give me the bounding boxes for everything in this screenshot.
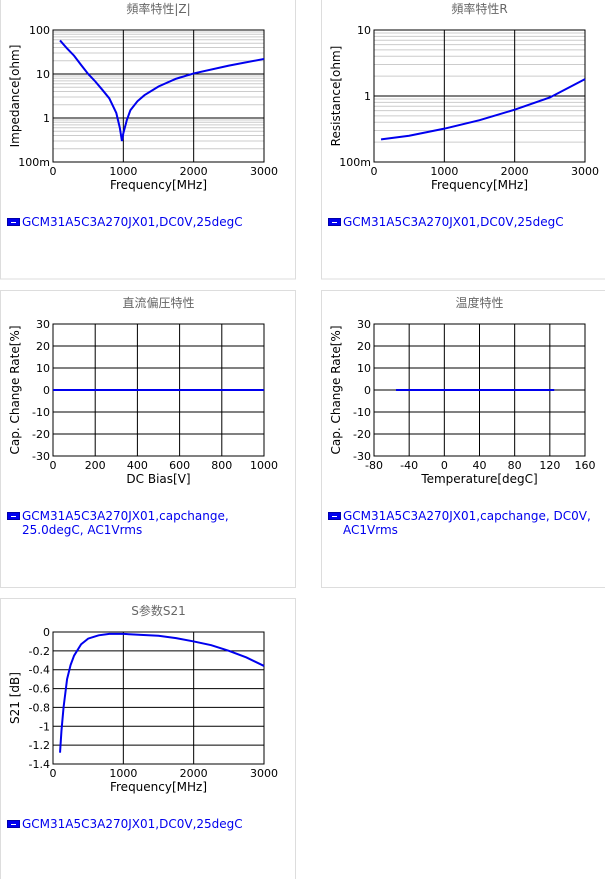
legend-label: GCM31A5C3A270JX01,capchange, 25.0degC, A… (22, 509, 229, 537)
x-tick-label: 600 (169, 459, 190, 472)
y-tick-label: -0.4 (29, 664, 50, 677)
y-tick-label: 20 (357, 340, 371, 353)
y-tick-label: 0 (364, 384, 371, 397)
y-axis-label: Cap. Change Rate[%] (8, 325, 22, 454)
x-tick-label: 800 (211, 459, 232, 472)
legend-icon (7, 218, 20, 226)
y-tick-label: 100 (29, 24, 50, 37)
x-tick-label: 400 (127, 459, 148, 472)
x-tick-label: 80 (508, 459, 522, 472)
series-line (59, 39, 265, 142)
x-tick-label: -80 (365, 459, 383, 472)
legend-item: GCM31A5C3A270JX01,DC0V,25degC (7, 215, 290, 229)
chart-title: 頻率特性R (451, 1, 507, 16)
y-tick-label: -0.8 (29, 701, 50, 714)
y-tick-label: -1.4 (29, 758, 50, 771)
x-tick-label: 0 (50, 767, 57, 780)
x-tick-label: 2000 (180, 165, 208, 178)
series-line (59, 632, 265, 753)
legend-item: GCM31A5C3A270JX01,capchange, 25.0degC, A… (7, 509, 290, 537)
panel (0, 0, 296, 280)
x-axis-label: Temperature[degC] (420, 472, 537, 486)
plot-frame (52, 631, 265, 765)
y-tick-label: -30 (32, 450, 50, 463)
x-tick-label: 0 (441, 459, 448, 472)
y-axis-label: Impedance[ohm] (8, 45, 22, 148)
x-tick-label: 0 (371, 165, 378, 178)
panel (0, 290, 296, 588)
x-tick-label: 3000 (250, 767, 278, 780)
x-tick-label: 3000 (571, 165, 599, 178)
x-tick-label: 2000 (180, 767, 208, 780)
panel (321, 0, 605, 280)
legend-item: GCM31A5C3A270JX01,capchange, DC0V, AC1Vr… (328, 509, 605, 537)
x-tick-label: 120 (539, 459, 560, 472)
y-tick-label: -1 (39, 720, 50, 733)
y-tick-label: 30 (36, 318, 50, 331)
plot-frame (373, 29, 586, 163)
panel (0, 598, 296, 879)
y-tick-label: 20 (36, 340, 50, 353)
x-tick-label: -40 (400, 459, 418, 472)
legend-item: GCM31A5C3A270JX01,DC0V,25degC (328, 215, 605, 229)
x-tick-label: 1000 (109, 165, 137, 178)
x-tick-label: 40 (473, 459, 487, 472)
legend-icon (328, 218, 341, 226)
y-axis-label: Resistance[ohm] (329, 46, 343, 147)
y-tick-label: -30 (353, 450, 371, 463)
legend-icon (7, 820, 20, 828)
legend-item: GCM31A5C3A270JX01,DC0V,25degC (7, 817, 290, 831)
y-tick-label: -1.2 (29, 739, 50, 752)
legend-label: GCM31A5C3A270JX01,DC0V,25degC (22, 817, 243, 831)
x-axis-label: DC Bias[V] (126, 472, 190, 486)
y-tick-label: -0.6 (29, 683, 50, 696)
y-tick-label: 0 (43, 626, 50, 639)
plot-frame (373, 323, 586, 457)
y-axis-label: Cap. Change Rate[%] (329, 325, 343, 454)
legend-label: GCM31A5C3A270JX01,DC0V,25degC (22, 215, 243, 229)
x-tick-label: 1000 (250, 459, 278, 472)
x-axis-label: Frequency[MHz] (110, 780, 207, 794)
chart-title: 頻率特性|Z| (126, 1, 190, 16)
x-tick-label: 2000 (501, 165, 529, 178)
y-tick-label: 10 (36, 68, 50, 81)
y-tick-label: -10 (32, 406, 50, 419)
x-axis-label: Frequency[MHz] (431, 178, 528, 192)
chart-title: 温度特性 (455, 295, 503, 310)
x-axis-label: Frequency[MHz] (110, 178, 207, 192)
y-axis-label: S21 [dB] (8, 672, 22, 724)
y-tick-label: 0 (43, 384, 50, 397)
x-tick-label: 200 (85, 459, 106, 472)
y-tick-label: 30 (357, 318, 371, 331)
legend-icon (7, 512, 20, 520)
y-tick-label: 1 (43, 112, 50, 125)
y-tick-label: 100m (339, 156, 371, 169)
y-tick-label: 10 (357, 362, 371, 375)
legend-label: GCM31A5C3A270JX01,capchange, DC0V, AC1Vr… (343, 509, 591, 537)
x-tick-label: 0 (50, 459, 57, 472)
x-tick-label: 0 (50, 165, 57, 178)
chart-title: S参数S21 (131, 603, 186, 618)
legend-icon (328, 512, 341, 520)
series-line (380, 78, 586, 141)
y-tick-label: 100m (18, 156, 50, 169)
panel (321, 290, 605, 588)
y-tick-label: -10 (353, 406, 371, 419)
y-tick-label: 10 (357, 24, 371, 37)
y-tick-label: 1 (364, 90, 371, 103)
y-tick-label: 10 (36, 362, 50, 375)
x-tick-label: 1000 (430, 165, 458, 178)
chart-title: 直流偏圧特性 (122, 295, 194, 310)
y-tick-label: -20 (353, 428, 371, 441)
x-tick-label: 160 (575, 459, 596, 472)
legend-label: GCM31A5C3A270JX01,DC0V,25degC (343, 215, 564, 229)
plot-frame (52, 29, 265, 163)
x-tick-label: 3000 (250, 165, 278, 178)
x-tick-label: 1000 (109, 767, 137, 780)
y-tick-label: -0.2 (29, 645, 50, 658)
y-tick-label: -20 (32, 428, 50, 441)
